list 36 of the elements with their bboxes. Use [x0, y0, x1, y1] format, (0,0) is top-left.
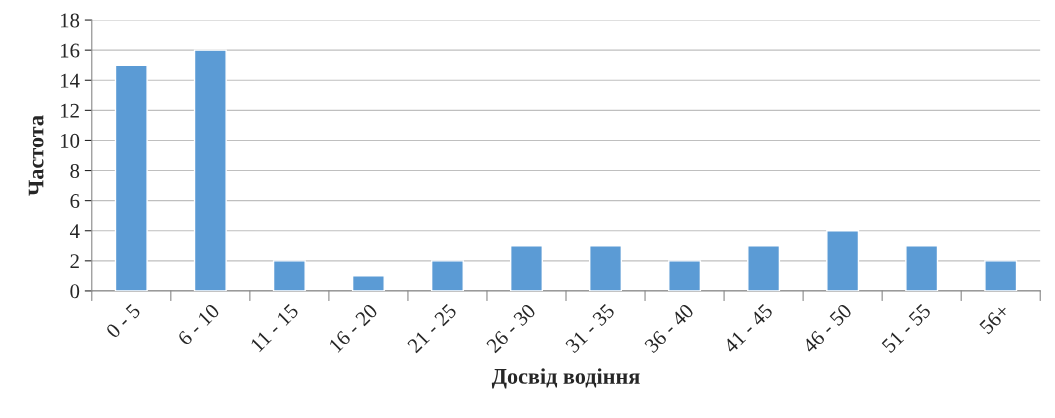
bar: [589, 245, 623, 291]
x-tick-label: 36 - 40: [643, 303, 695, 354]
bar: [272, 260, 306, 291]
y-tick-label: 2: [70, 254, 79, 269]
bar: [905, 245, 939, 291]
x-tick-label: 56+: [979, 303, 1011, 335]
x-tick-label: 11 - 15: [249, 303, 300, 353]
y-tick-label: 10: [60, 133, 80, 148]
x-tick-label: 26 - 30: [485, 303, 537, 354]
y-axis-title: Частота: [28, 115, 44, 196]
bar: [193, 49, 227, 291]
x-tick-label: 51 - 55: [881, 303, 932, 354]
bar: [509, 245, 543, 291]
x-tick-label: 31 - 35: [564, 303, 616, 354]
bar: [668, 260, 702, 291]
y-tick-label: 12: [60, 103, 79, 118]
bar: [826, 230, 860, 291]
y-tick-label: 0: [70, 284, 80, 299]
bar: [984, 260, 1018, 291]
x-tick-label: 6 - 10: [177, 303, 221, 347]
x-tick-label: 21 - 25: [406, 303, 458, 354]
y-tick-label: 14: [60, 73, 80, 88]
x-axis-title: Досвід водіння: [491, 368, 640, 389]
bar: [430, 260, 464, 291]
x-tick-label: 16 - 20: [328, 303, 379, 353]
y-tick-label: 6: [70, 194, 80, 209]
bar: [747, 245, 781, 291]
y-tick-label: 4: [69, 224, 80, 238]
bar: [351, 275, 385, 291]
bar: [114, 64, 148, 291]
y-tick-label: 8: [70, 163, 80, 178]
y-tick-label: 18: [60, 13, 80, 28]
x-tick-label: 41 - 45: [722, 303, 774, 354]
x-tick-label: 46 - 50: [801, 303, 853, 354]
x-tick-label: 0 - 5: [105, 303, 142, 339]
y-tick-label: 16: [60, 43, 80, 58]
